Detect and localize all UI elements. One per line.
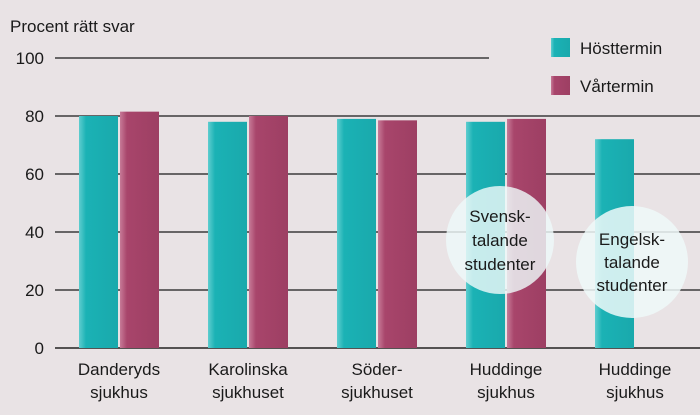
category-label: Huddinge [599,360,672,379]
category-label: sjukhuset [341,383,413,402]
annotation-swedish-speaking: Svensk- talande studenter [446,186,554,294]
y-tick-label: 40 [25,223,44,242]
y-tick-label: 100 [16,49,44,68]
bar-vartermin [378,120,417,348]
annotation-bubble [446,186,554,294]
bar-hosttermin [79,116,118,348]
gridlines [55,57,700,349]
y-axis-label: Procent rätt svar [10,17,135,36]
category-labels: Danderyds sjukhus Karolinska sjukhuset Söder… [78,360,672,402]
annotation-line: Engelsk- [599,230,665,249]
y-tick-label: 20 [25,281,44,300]
category-label: Danderyds [78,360,160,379]
annotation-bubble [576,206,688,318]
legend-label-hosttermin: Hösttermin [580,39,662,58]
legend-swatch-hosttermin [551,38,570,57]
bar-vartermin [249,116,288,348]
y-tick-label: 0 [35,339,44,358]
category-label: sjukhus [90,383,148,402]
annotation-english-speaking: Engelsk- talande studenter [576,206,688,318]
annotation-line: talande [472,231,528,250]
bar-vartermin [120,111,159,349]
y-tick-labels: 0 20 40 60 80 100 [16,49,44,358]
category-label: Söder- [351,360,402,379]
legend-swatch-vartermin [551,76,570,95]
annotation-line: Svensk- [469,207,530,226]
category-label: Karolinska [208,360,288,379]
bar-hosttermin [337,118,376,349]
annotation-line: studenter [597,276,668,295]
y-tick-label: 60 [25,165,44,184]
category-label: sjukhus [606,383,664,402]
category-label: sjukhuset [212,383,284,402]
y-tick-label: 80 [25,107,44,126]
annotation-line: talande [604,253,660,272]
annotation-line: studenter [465,255,536,274]
legend: Hösttermin Vårtermin [551,38,662,96]
legend-label-vartermin: Vårtermin [580,77,654,96]
bar-hosttermin [208,121,247,348]
category-label: sjukhus [477,383,535,402]
category-label: Huddinge [470,360,543,379]
